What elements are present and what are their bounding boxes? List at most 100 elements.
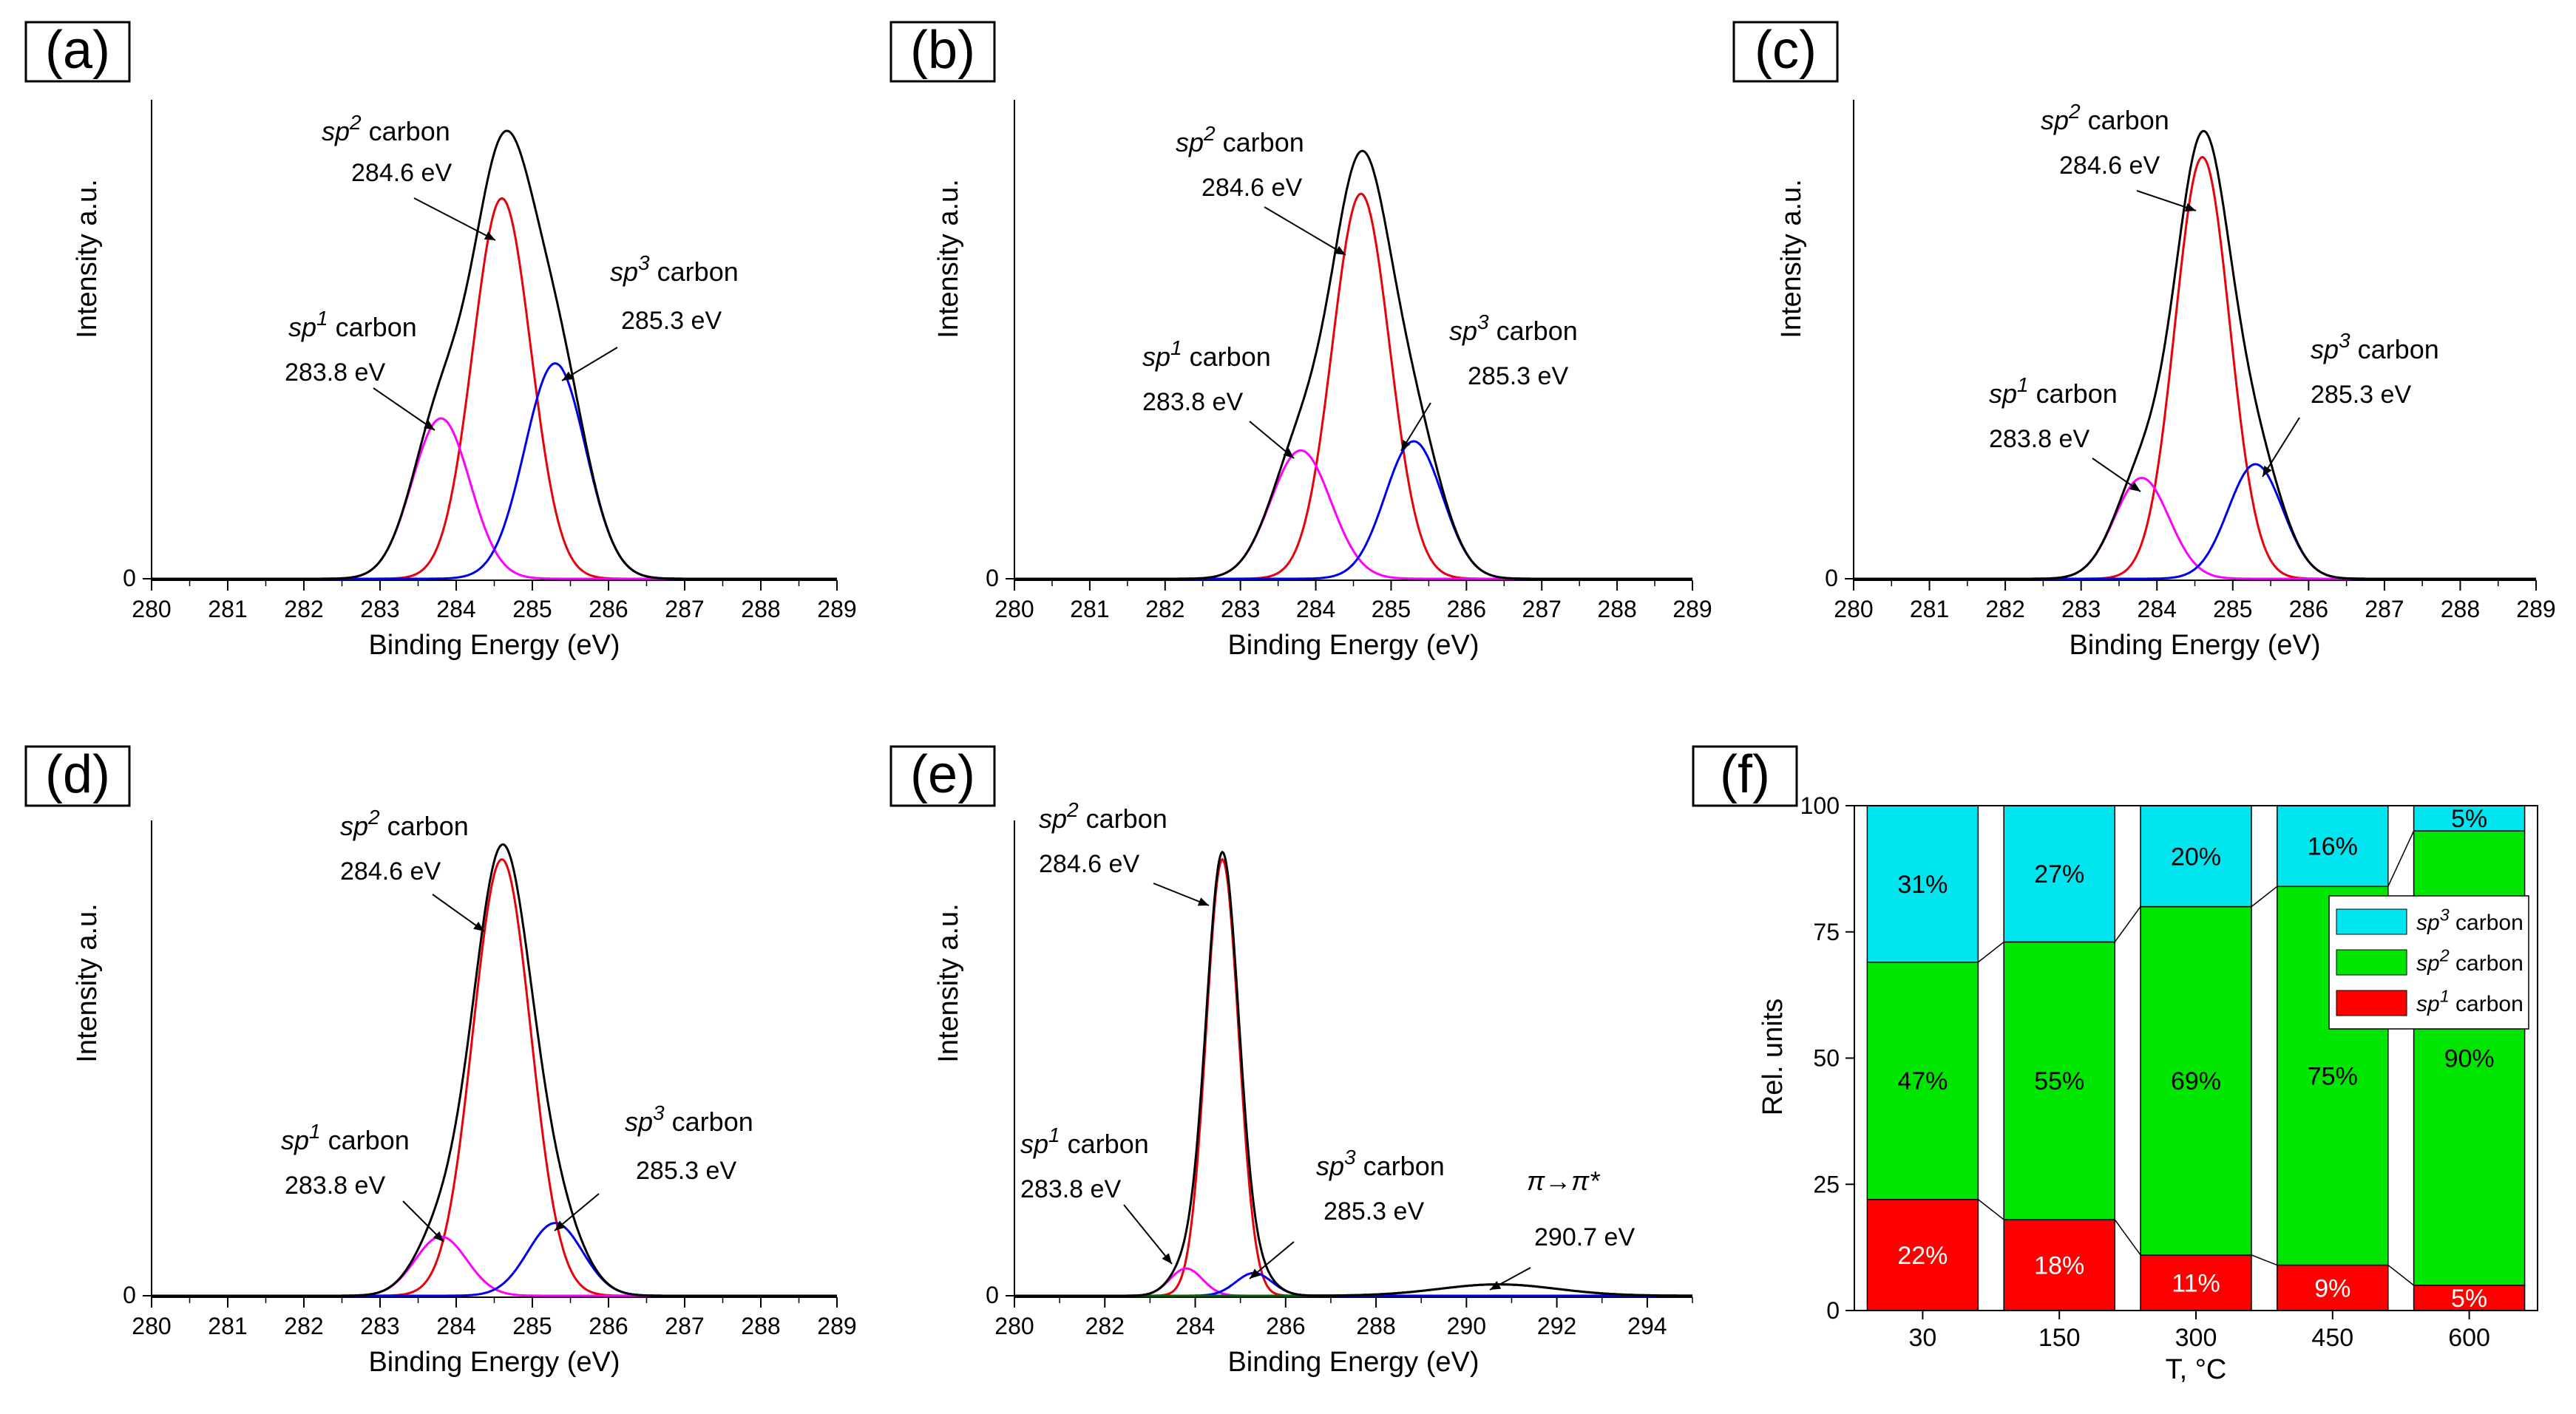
x-tick-label: 286 (589, 1313, 628, 1339)
annotation-sp2-arrow-head (1197, 897, 1209, 906)
connector-line (2114, 906, 2141, 942)
x-tick-label: 284 (1176, 1313, 1215, 1339)
bar-label-sp1-carbon-30: 22% (1897, 1242, 1948, 1270)
panel-label: (b) (910, 21, 975, 80)
y-axis-title: Rel. units (1758, 999, 1789, 1115)
annotation-sp2-arrow (2136, 190, 2197, 212)
curve-sp3-carbon (1014, 440, 1692, 580)
x-tick-label: 280 (132, 596, 171, 622)
annotation-sp1-arrow (1123, 1204, 1173, 1265)
panel-e: (e) 280 282 284 286 288 290 292 294 0 Binding Ener… (889, 745, 1693, 1378)
x-tick-label: 288 (1597, 596, 1636, 622)
annotation-sp3-title: sp3 carbon (1449, 310, 1578, 346)
y-tick-label: 75 (1813, 919, 1840, 945)
curve-sp2-carbon (1014, 192, 1692, 580)
x-tick-label: 288 (2441, 596, 2480, 622)
annotation-sp1-title: sp1 carbon (1142, 336, 1271, 372)
bar-sp2-carbon-300 (2140, 905, 2252, 1256)
x-axis-title: T, °C (2166, 1354, 2227, 1385)
legend-label: sp1 carbon (2416, 986, 2524, 1016)
y-tick-label: 100 (1800, 792, 1840, 819)
x-tick-label: 285 (512, 1313, 552, 1339)
panel-f: (f) 22% 47% 31% 30 18% 55% 27% 150 11% 69% 20% 300 9%… (1692, 745, 2538, 1385)
bar-sp3-carbon-450 (2277, 805, 2389, 888)
curve-envelope (1854, 129, 2536, 580)
y-axis-title: Intensity a.u. (933, 903, 964, 1062)
bar-label-sp3-carbon-600: 5% (2451, 805, 2487, 833)
bar-sp2-carbon-150 (2003, 941, 2115, 1220)
annotation-sp3-arrow-head (1250, 1268, 1261, 1279)
y-zero-label: 0 (986, 1282, 999, 1308)
panel-c: (c) 280 281 282 283 284 285 286 287 288 289 0 Bindin… (1732, 21, 2556, 661)
x-tick-label: 283 (360, 596, 399, 622)
x-tick-label: 288 (741, 1313, 780, 1339)
annotation-sp3-title: sp3 carbon (610, 251, 739, 287)
annotation-sp2-energy: 284.6 eV (2059, 152, 2160, 180)
panel-label-box (1692, 745, 1798, 807)
x-tick-label: 285 (512, 596, 552, 622)
x-tick-label: 285 (1372, 596, 1411, 622)
bar-label-sp1-carbon-300: 11% (2172, 1269, 2220, 1297)
annotation-sp2-arrow (1153, 883, 1210, 906)
annotation-sp2-arrow (432, 894, 485, 932)
x-tick-label: 289 (2516, 596, 2555, 622)
annotation-sp1-arrow-head (433, 1231, 444, 1242)
annotation-sp2-arrow-head (473, 921, 484, 931)
annotation-sp2-arrow-head (2184, 203, 2196, 212)
annotation-sp3-energy: 285.3 eV (636, 1157, 736, 1185)
connector-line (2114, 1219, 2141, 1256)
x-tick-label: 282 (1085, 1313, 1125, 1339)
connector-line (1977, 1199, 2004, 1220)
bar-sp3-carbon-150 (2003, 805, 2115, 943)
x-tick-label: 282 (284, 596, 323, 622)
annotation-sp1-arrow (402, 1200, 444, 1243)
annotation-sp2-title: sp2 carbon (2041, 100, 2169, 135)
bar-label-sp2-carbon-600: 90% (2444, 1045, 2495, 1073)
panel-label-box (1732, 21, 1839, 83)
x-axis-title: Binding Energy (eV) (1227, 630, 1479, 661)
y-axis-title: Intensity a.u. (1776, 179, 1807, 338)
x-tick-label: 289 (817, 596, 856, 622)
legend-swatch (2336, 990, 2407, 1016)
bar-label-sp3-carbon-30: 31% (1897, 871, 1948, 899)
curve-envelope (1014, 850, 1692, 1297)
x-tick-label: 292 (1537, 1313, 1576, 1339)
curve-envelope (152, 843, 837, 1297)
x-tick-label: 286 (2289, 596, 2328, 622)
annotation-sp3-arrow-head (562, 371, 574, 381)
annotation-sp3-arrow-head (2263, 465, 2272, 477)
annotation-sp1-energy: 283.8 eV (285, 358, 385, 387)
x-tick-label: 282 (1985, 596, 2024, 622)
curve-sp3-carbon (152, 362, 837, 580)
x-tick-label: 450 (2311, 1324, 2353, 1352)
annotation-sp2-energy: 284.6 eV (1201, 174, 1302, 202)
annotation-sp1-arrow (1249, 421, 1295, 459)
x-tick-label: 287 (1522, 596, 1562, 622)
x-tick-label: 287 (2365, 596, 2404, 622)
annotation-sp3-energy: 285.3 eV (1323, 1197, 1424, 1226)
annotation-sp2-arrow-head (1334, 245, 1346, 255)
annotation-sp3-arrow (1400, 402, 1431, 452)
curve-pi-pi-satellite (1014, 1283, 1692, 1297)
annotation-sp2-arrow-head (484, 231, 495, 240)
curve-sp3-carbon (152, 1222, 837, 1297)
annotation-sp1-arrow-line (373, 387, 435, 431)
annotation-sp1-arrow (373, 387, 435, 431)
annotation-sp1-arrow-head (1162, 1253, 1172, 1264)
x-tick-label: 284 (1296, 596, 1335, 622)
annotation-sp2-title: sp2 carbon (1176, 122, 1304, 157)
x-tick-label: 281 (1070, 596, 1109, 622)
x-tick-label: 285 (2213, 596, 2252, 622)
bar-sp3-carbon-300 (2140, 805, 2252, 908)
x-tick-label: 283 (2061, 596, 2101, 622)
curve-sp2-carbon (1854, 156, 2536, 580)
annotation-sp2-arrow (413, 197, 496, 241)
x-tick-label: 300 (2175, 1324, 2217, 1352)
annotation-sp3-energy: 285.3 eV (1468, 362, 1568, 390)
x-tick-label: 280 (994, 596, 1034, 622)
curve-sp1-carbon (1014, 449, 1692, 580)
x-axis-title: Binding Energy (eV) (1227, 1347, 1479, 1378)
annotation-sp1-title: sp1 carbon (1020, 1124, 1149, 1159)
x-tick-label: 289 (1672, 596, 1712, 622)
panel-label: (d) (45, 745, 110, 804)
